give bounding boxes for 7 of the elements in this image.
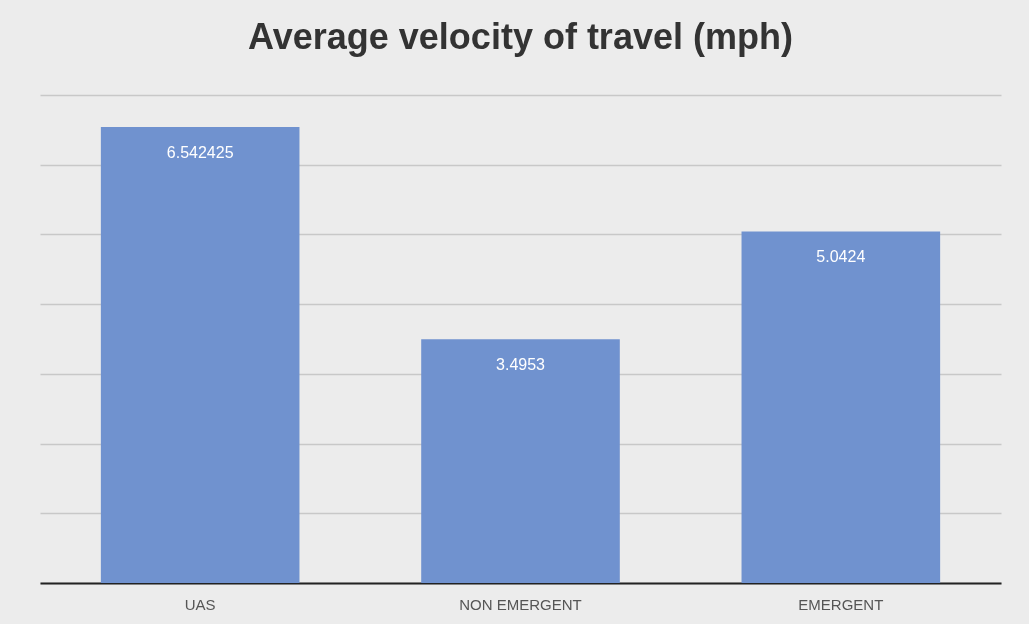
x-tick-label: UAS	[184, 595, 216, 613]
data-label: 6.542425	[166, 143, 234, 161]
data-label: 5.0424	[816, 248, 866, 266]
x-tick-label: NON EMERGENT	[459, 595, 582, 613]
x-tick-label: EMERGENT	[798, 595, 884, 613]
chart-title: Average velocity of travel (mph)	[248, 16, 793, 57]
data-label: 3.4953	[496, 356, 546, 374]
